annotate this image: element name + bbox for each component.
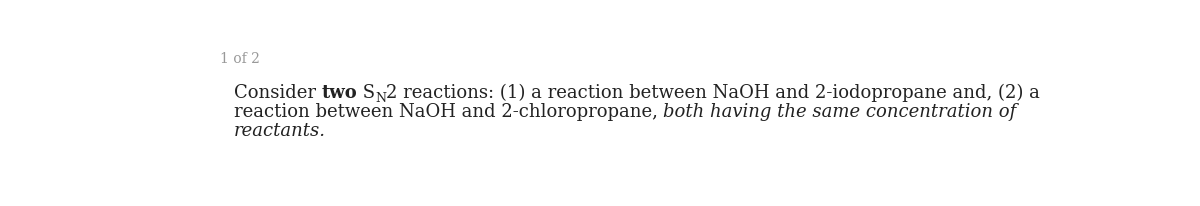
Text: two: two: [322, 84, 358, 102]
Text: reactants.: reactants.: [234, 122, 325, 140]
Text: 1 of 2: 1 of 2: [220, 52, 259, 66]
Text: Consider: Consider: [234, 84, 322, 102]
Text: S: S: [358, 84, 376, 102]
Text: both having the same concentration of: both having the same concentration of: [664, 103, 1016, 121]
Text: N: N: [376, 92, 386, 105]
Text: reaction between NaOH and 2-chloropropane,: reaction between NaOH and 2-chloropropan…: [234, 103, 664, 121]
Text: 2 reactions: (1) a reaction between NaOH and 2-iodopropane and, (2) a: 2 reactions: (1) a reaction between NaOH…: [386, 83, 1040, 102]
